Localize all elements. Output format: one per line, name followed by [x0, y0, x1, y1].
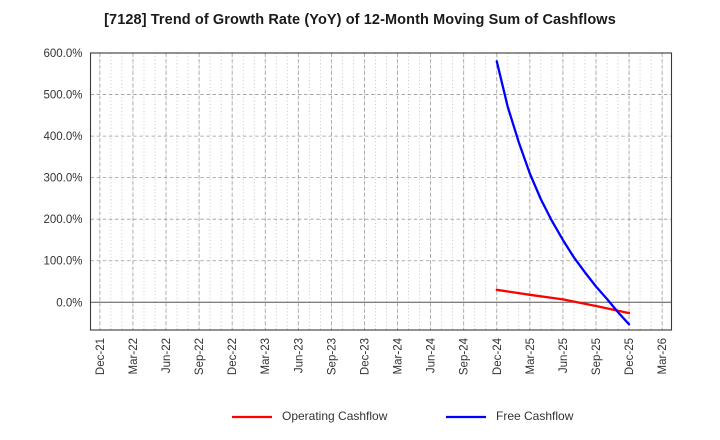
chart-legend: Operating Cashflow Free Cashflow — [232, 409, 574, 423]
x-axis-tick-label: Mar-22 — [128, 338, 140, 374]
y-axis-tick-label: 300.0% — [43, 173, 82, 185]
x-axis-tick-label: Sep-24 — [459, 337, 471, 375]
x-axis-tick-label: Mar-24 — [393, 337, 405, 374]
grid-major-horizontal-lines — [90, 52, 672, 262]
y-axis-tick-labels: 0.0% 100.0% 200.0% 300.0% 400.0% 500.0% 600.0% — [43, 48, 82, 309]
x-axis-tick-label: Dec-24 — [492, 337, 504, 375]
x-axis-tick-label: Dec-21 — [95, 338, 107, 375]
x-axis-tick-label: Jun-24 — [426, 337, 438, 373]
x-axis-tick-label: Sep-25 — [591, 338, 603, 375]
x-axis-tick-label: Mar-23 — [260, 338, 272, 374]
x-axis-tick-label: Dec-23 — [359, 338, 371, 375]
y-axis-tick-label: 600.0% — [43, 48, 82, 60]
series-line-operating-cashflow — [495, 288, 631, 315]
plot-frame — [89, 52, 673, 331]
x-axis-tick-label: Dec-22 — [227, 338, 239, 375]
grid-major-vertical-lines — [99, 53, 663, 330]
x-axis-tick-label: Jun-25 — [558, 338, 570, 373]
y-axis-tick-label: 200.0% — [43, 214, 82, 226]
x-axis-tick-label: Jun-23 — [293, 338, 305, 373]
data-series-group — [495, 60, 631, 326]
y-axis-tick-label: 100.0% — [43, 256, 82, 268]
x-axis-tick-label: Dec-25 — [624, 338, 636, 375]
x-axis-tick-label: Mar-25 — [525, 338, 537, 374]
x-axis-tick-label: Sep-22 — [194, 338, 206, 375]
x-axis-tick-label: Mar-26 — [657, 338, 669, 374]
x-axis-tick-label: Sep-23 — [326, 338, 338, 375]
y-axis-tick-label: 400.0% — [43, 131, 82, 143]
y-axis-tick-label: 0.0% — [56, 297, 82, 309]
legend-label-operating-cashflow: Operating Cashflow — [282, 409, 388, 423]
x-axis-tick-labels: Dec-21 Mar-22 Jun-22 Sep-22 Dec-22 Mar-23 Jun-… — [95, 337, 669, 375]
y-axis-tick-label: 500.0% — [43, 90, 82, 102]
x-axis-tick-label: Jun-22 — [161, 338, 173, 373]
legend-label-free-cashflow: Free Cashflow — [496, 409, 574, 423]
series-line-free-cashflow — [495, 60, 631, 326]
chart-title: [7128] Trend of Growth Rate (YoY) of 12-… — [104, 12, 616, 28]
